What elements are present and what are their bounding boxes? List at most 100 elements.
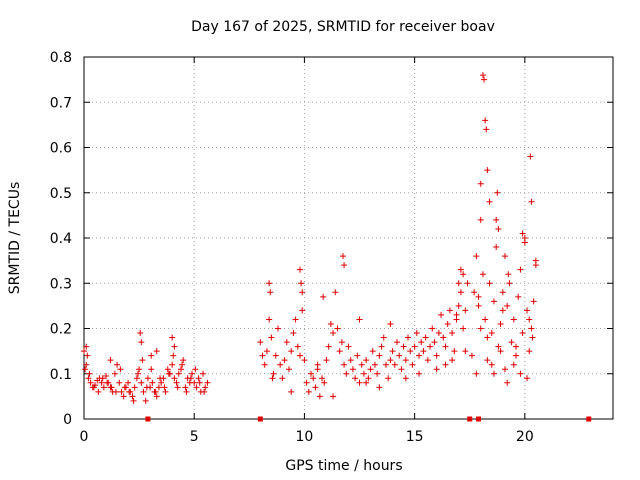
data-point <box>473 253 480 260</box>
data-point <box>170 352 177 359</box>
data-point <box>321 379 328 386</box>
data-point <box>144 375 151 382</box>
data-point <box>391 361 398 368</box>
data-point <box>413 330 420 337</box>
data-point <box>358 361 365 368</box>
data-point <box>200 370 207 377</box>
data-point <box>484 334 491 341</box>
data-point <box>438 311 445 318</box>
data-point <box>120 393 127 400</box>
data-point <box>299 289 306 296</box>
data-point <box>319 375 326 382</box>
data-point <box>131 384 138 391</box>
data-point <box>138 379 145 386</box>
gap-marker <box>476 416 482 422</box>
y-tick-label: 0.4 <box>50 231 72 247</box>
data-point <box>332 289 339 296</box>
data-point <box>481 76 488 83</box>
data-point <box>477 216 484 223</box>
data-point <box>310 375 317 382</box>
data-point <box>528 198 535 205</box>
data-point <box>483 126 490 133</box>
data-point <box>139 357 146 364</box>
data-point <box>376 384 383 391</box>
data-point <box>116 379 123 386</box>
data-point <box>164 366 171 373</box>
data-point <box>274 325 281 332</box>
data-point <box>519 230 526 237</box>
data-point <box>517 370 524 377</box>
data-point <box>488 330 495 337</box>
data-point <box>369 348 376 355</box>
data-point <box>345 343 352 350</box>
data-point <box>98 379 105 386</box>
data-point <box>111 370 118 377</box>
data-point <box>504 379 511 386</box>
data-point <box>482 117 489 124</box>
data-point <box>298 280 305 287</box>
data-point <box>339 253 346 260</box>
data-point <box>420 348 427 355</box>
data-point <box>501 253 508 260</box>
x-axis-title: GPS time / hours <box>285 458 402 474</box>
gap-marker <box>145 416 151 422</box>
data-point <box>495 343 502 350</box>
data-point <box>431 339 438 346</box>
data-point <box>279 375 286 382</box>
data-point <box>402 375 409 382</box>
data-point <box>451 348 458 355</box>
data-point <box>100 384 107 391</box>
data-point <box>165 370 172 377</box>
data-point <box>477 180 484 187</box>
data-point <box>363 357 370 364</box>
data-point <box>477 325 484 332</box>
data-point <box>493 244 500 251</box>
data-point <box>108 384 115 391</box>
data-point <box>173 379 180 386</box>
data-point <box>193 384 200 391</box>
data-point <box>429 325 436 332</box>
data-point <box>356 316 363 323</box>
data-point <box>389 348 396 355</box>
data-point <box>493 216 500 223</box>
data-point <box>427 343 434 350</box>
data-point <box>121 384 128 391</box>
data-point <box>367 366 374 373</box>
data-point <box>455 280 462 287</box>
data-point <box>281 357 288 364</box>
data-point <box>435 330 442 337</box>
data-point <box>316 393 323 400</box>
data-point <box>387 320 394 327</box>
data-point <box>270 370 277 377</box>
data-point <box>86 370 93 377</box>
data-point <box>288 348 295 355</box>
data-point <box>338 339 345 346</box>
data-point <box>527 153 534 160</box>
data-point <box>409 361 416 368</box>
y-axis-title: SRMTID / TECUs <box>7 182 23 295</box>
data-point <box>505 271 512 278</box>
data-point <box>449 330 456 337</box>
data-point <box>519 330 526 337</box>
data-point <box>259 352 266 359</box>
data-point <box>517 266 524 273</box>
data-point <box>195 375 202 382</box>
data-point <box>161 384 168 391</box>
data-point <box>285 366 292 373</box>
data-point <box>468 352 475 359</box>
data-point <box>257 339 264 346</box>
data-point <box>497 348 504 355</box>
y-tick-label: 0.1 <box>50 367 72 383</box>
data-point <box>360 370 367 377</box>
data-point <box>524 375 531 382</box>
gap-marker <box>586 416 592 422</box>
data-point <box>330 393 337 400</box>
data-point <box>479 271 486 278</box>
data-point <box>486 198 493 205</box>
data-point <box>449 357 456 364</box>
data-point <box>405 334 412 341</box>
data-point <box>84 352 91 359</box>
data-point <box>297 352 304 359</box>
data-point <box>187 375 194 382</box>
data-point <box>299 307 306 314</box>
